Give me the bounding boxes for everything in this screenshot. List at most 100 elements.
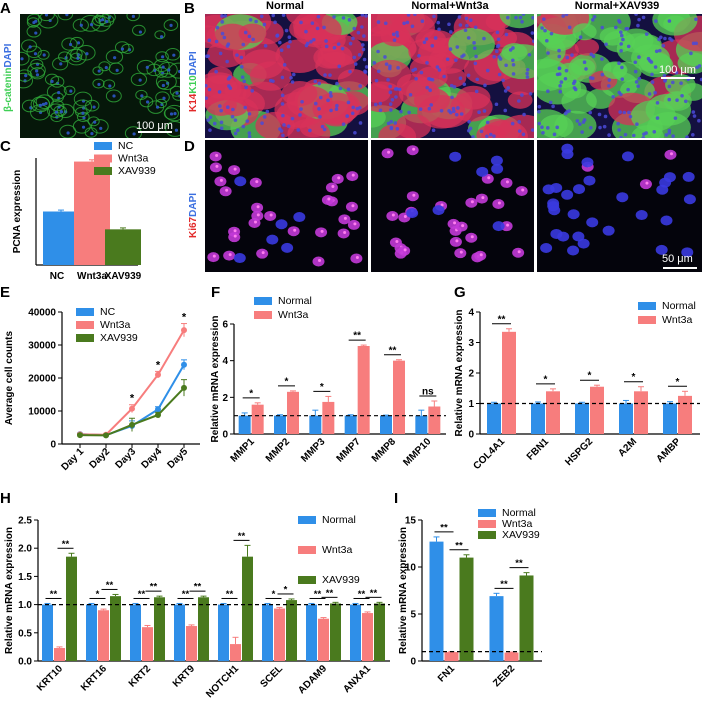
nucleus-dot (310, 21, 315, 26)
nucleus-dot (647, 92, 652, 96)
nucleus-dot (697, 64, 702, 68)
significance-mark: ** (50, 589, 58, 600)
significance-mark: ** (326, 588, 334, 599)
bar-normal-krt9 (174, 604, 185, 661)
nucleus-dot (649, 60, 654, 64)
x-tick-label: MMP8 (370, 436, 399, 465)
stain-label-b-red: K14 (188, 93, 199, 112)
y-axis-label: Relative mRNA expression (210, 316, 221, 443)
nucleus-dot (511, 62, 516, 67)
nucleus-dot (92, 105, 96, 109)
chart-e-cell-counts: 0 10000 20000 30000 40000 Average cell counts… (4, 306, 200, 473)
nucleus (266, 234, 279, 245)
nucleus-dot (620, 77, 625, 81)
nucleus-dot (313, 79, 318, 84)
ki67-foci (403, 214, 407, 218)
bar-normal-fn1 (429, 541, 444, 661)
nucleus-dot (466, 73, 471, 78)
nucleus-dot (611, 94, 615, 99)
x-tick-label: XAV939 (105, 271, 142, 282)
stain-label-b-green: K10 (188, 75, 199, 94)
micrograph-b-wnt3a-image (371, 14, 534, 138)
bar-normal-mmp8 (380, 415, 392, 434)
nucleus-dot (545, 126, 550, 130)
nucleus-dot (482, 109, 487, 113)
nucleus-dot (140, 94, 144, 98)
nucleus-dot (503, 89, 508, 93)
bar-xav939-zeb2 (519, 575, 534, 661)
nucleus-dot (691, 110, 696, 114)
nucleus-dot (392, 38, 397, 42)
nucleus (234, 176, 247, 187)
nucleus-dot (357, 53, 362, 57)
keratin-patch (570, 58, 596, 76)
ki67-foci (669, 152, 673, 156)
significance-mark: ** (226, 589, 234, 600)
nucleus-dot (528, 91, 533, 96)
nucleus-dot (269, 78, 273, 83)
cell-outline (92, 78, 105, 89)
nucleus-dot (655, 101, 660, 105)
nucleus-dot (652, 129, 657, 134)
nucleus-dot (175, 91, 179, 95)
micrograph-d-normal (205, 140, 368, 272)
ki67-foci (459, 250, 463, 254)
nucleus-dot (602, 124, 607, 129)
nucleus-dot (334, 107, 339, 111)
nucleus-dot (517, 99, 521, 103)
ki67-foci (331, 185, 335, 189)
bar-xav939-krt9 (198, 597, 209, 661)
nucleus-dot (298, 113, 302, 117)
keratin-patch (448, 27, 495, 61)
ki67-foci (455, 239, 459, 243)
bar-wnt3a-col4a1 (502, 331, 516, 434)
keratin-patch (238, 23, 267, 44)
nucleus-dot (161, 65, 165, 69)
panel-letter-g: G (454, 284, 466, 301)
significance-mark: ** (370, 588, 378, 599)
cell-outline (158, 61, 178, 78)
y-tick-label: 10 (405, 563, 417, 574)
x-tick-label: MMP2 (264, 436, 293, 465)
x-tick-label: NOTCH1 (204, 663, 241, 700)
nucleus-dot (663, 36, 667, 41)
y-tick-label: 0 (50, 440, 56, 451)
nucleus-dot (214, 69, 218, 74)
ki67-foci (505, 180, 509, 184)
nucleus-dot (296, 128, 301, 132)
nucleus-dot (85, 52, 89, 56)
nucleus (621, 151, 634, 162)
nucleus-dot (430, 44, 435, 48)
cell-outline (63, 85, 76, 96)
legend-swatch (94, 167, 112, 175)
nucleus-dot (281, 133, 285, 138)
ki67-foci (391, 213, 395, 217)
nucleus-dot (363, 70, 368, 74)
nucleus-dot (530, 31, 534, 35)
legend-label: Wnt3a (278, 309, 309, 321)
nucleus-dot (428, 88, 432, 93)
ki67-foci (440, 203, 444, 207)
bar-normal-zeb2 (489, 596, 504, 661)
y-tick-label: 6 (222, 320, 228, 331)
ki67-foci (233, 234, 237, 238)
nucleus-dot (458, 23, 463, 27)
nucleus (567, 245, 580, 256)
nucleus-dot (240, 75, 245, 79)
cell-outline (47, 103, 65, 119)
data-point-wnt3a (155, 371, 161, 378)
nucleus-dot (607, 78, 612, 82)
nucleus-dot (637, 76, 642, 81)
nucleus-dot (356, 30, 361, 35)
ki67-foci (412, 147, 416, 151)
nucleus-dot (97, 69, 101, 73)
nucleus-dot (207, 87, 212, 92)
nucleus-dot (691, 41, 696, 46)
nucleus-dot (259, 14, 264, 19)
nucleus-dot (613, 25, 618, 30)
nucleus-dot (172, 53, 176, 57)
nucleus-dot (650, 80, 655, 84)
bar-wnt3a-mmp2 (287, 391, 299, 434)
nucleus-dot (341, 122, 346, 127)
nucleus-dot (44, 14, 49, 17)
